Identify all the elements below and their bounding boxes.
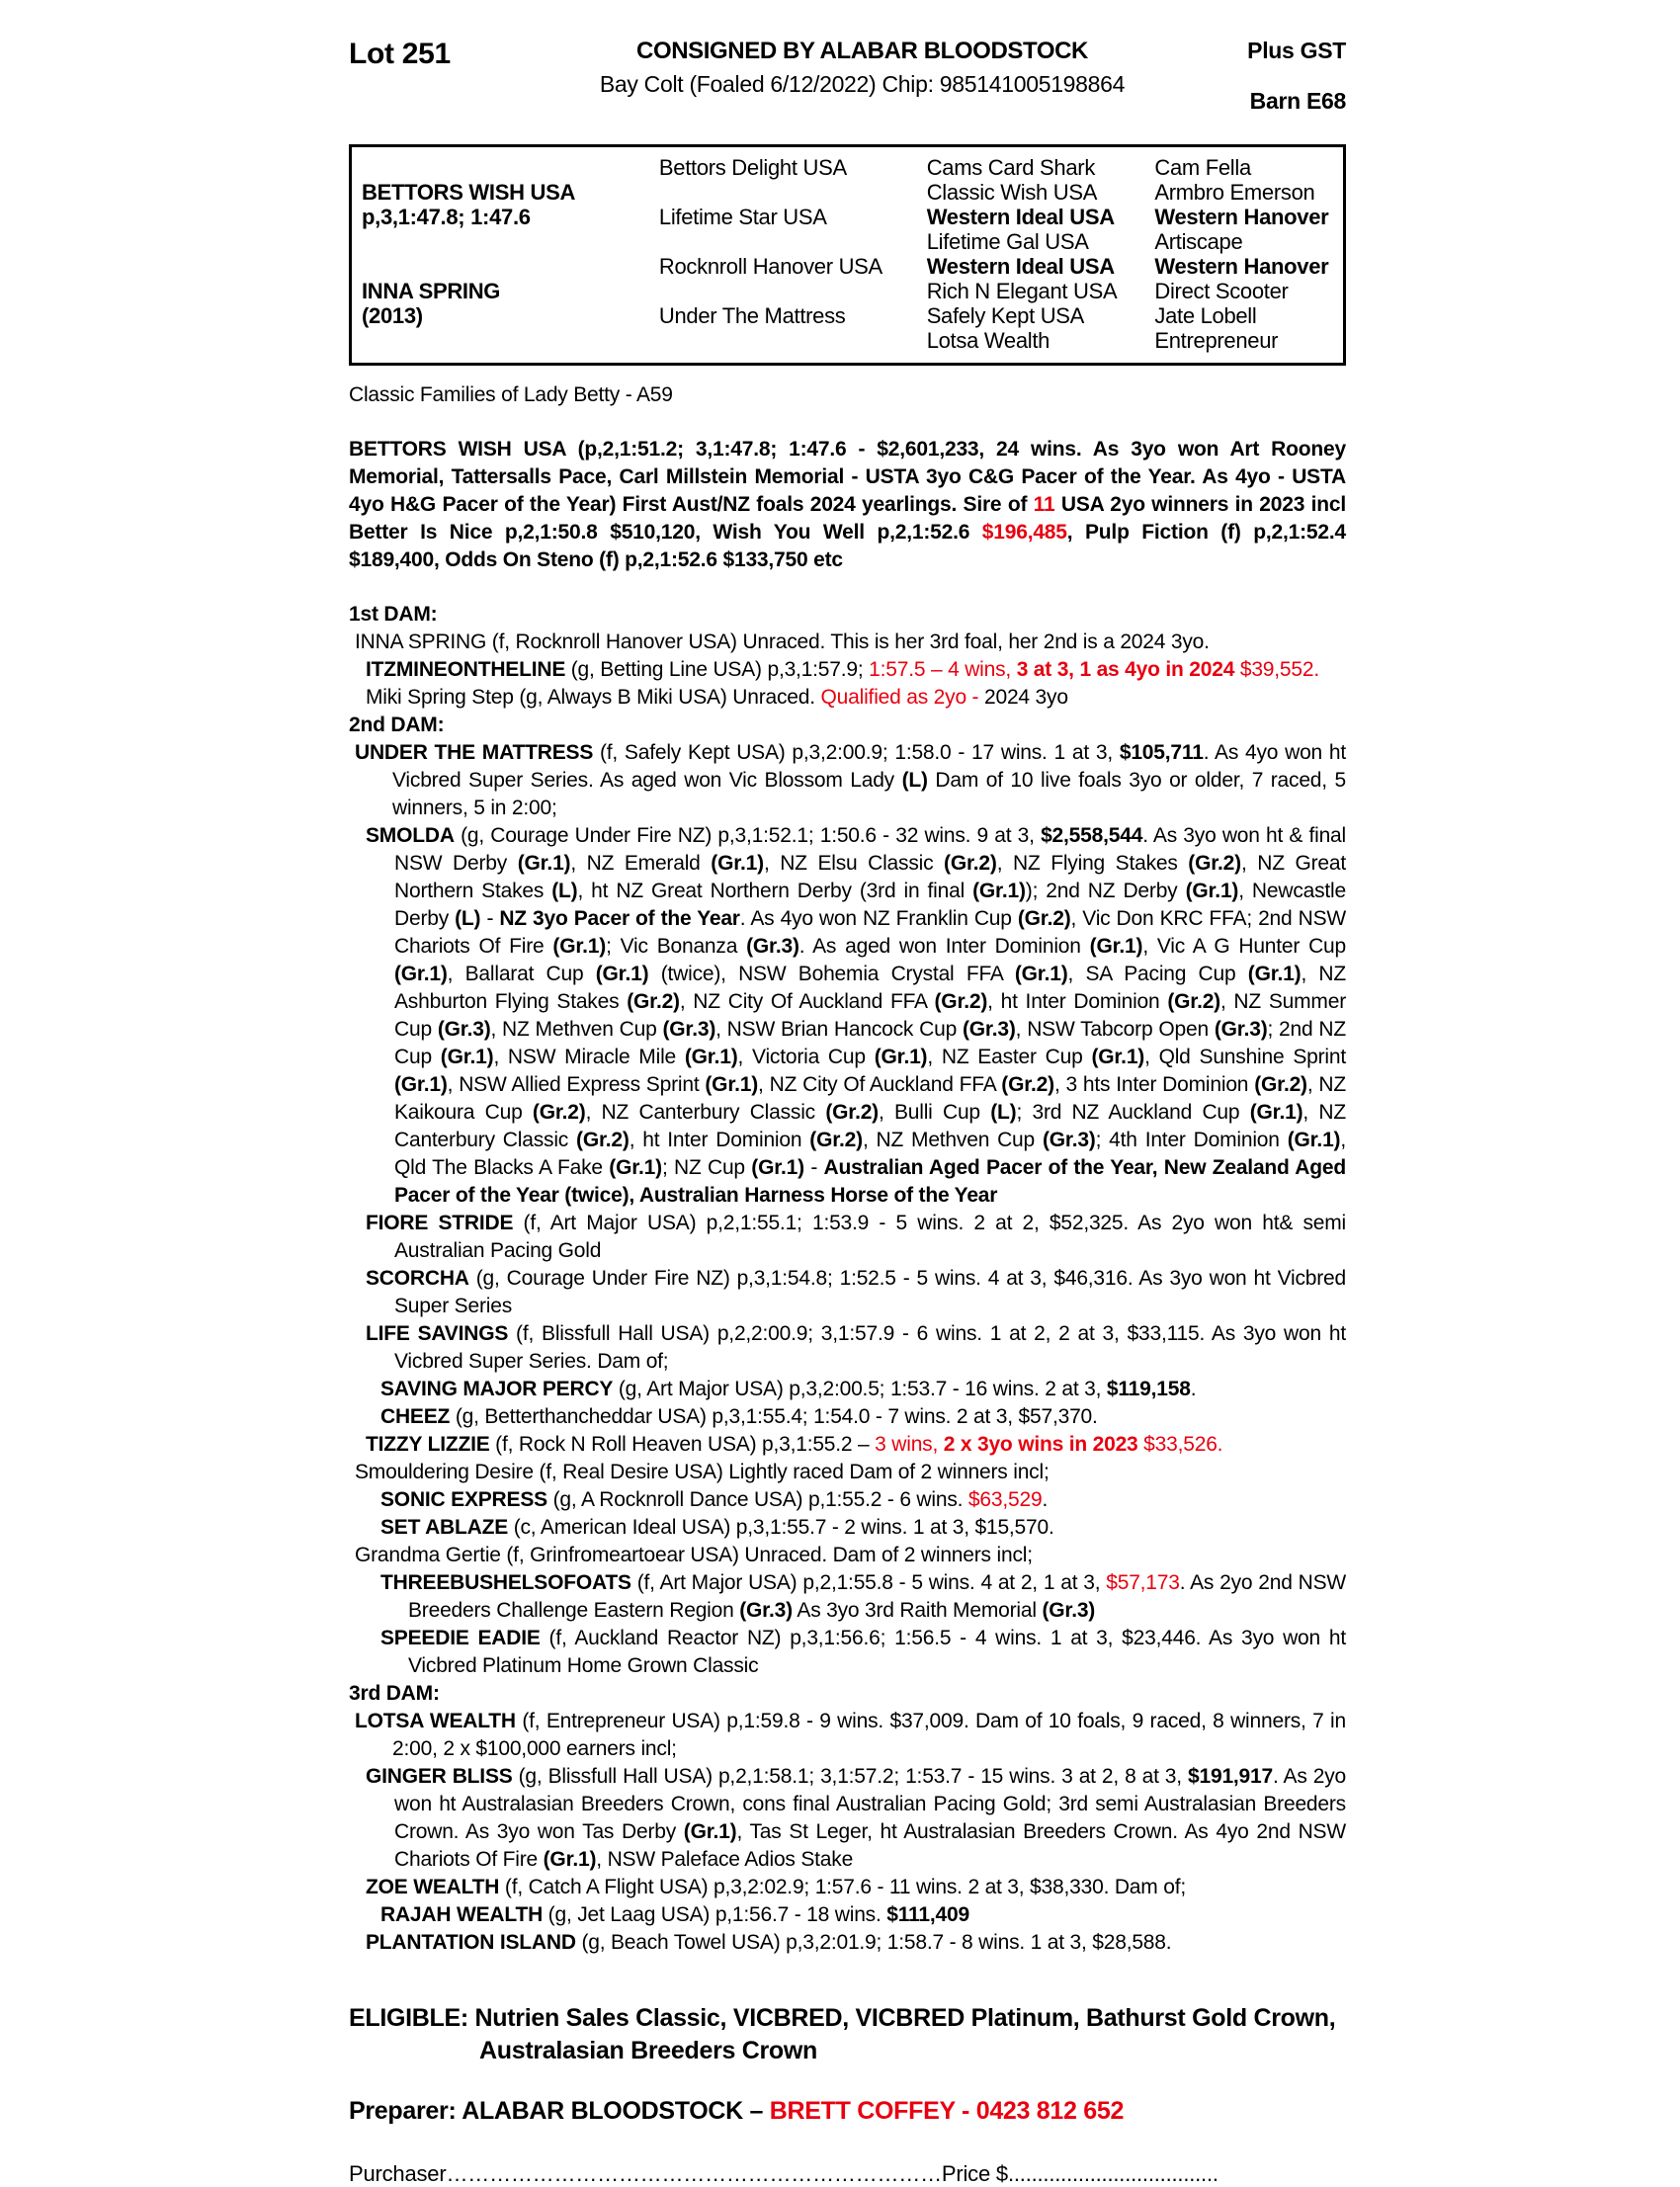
pedigree-cell: p,3,1:47.8; 1:47.6 <box>362 205 531 229</box>
pedigree-text: Classic Families of Lady Betty - A59 BETT… <box>349 381 1346 1957</box>
pedigree-cell: BETTORS WISH USA <box>362 180 576 205</box>
pedigree-paragraph: GINGER BLISS (g, Blissfull Hall USA) p,2… <box>366 1765 1346 1871</box>
pedigree-paragraph: FIORE STRIDE (f, Art Major USA) p,2,1:55… <box>366 1212 1346 1262</box>
pedigree-cell: Western Ideal USA <box>926 205 1115 229</box>
pedigree-cell: Armbro Emerson <box>1154 180 1315 205</box>
pedigree-paragraph: Grandma Gertie (f, Grinfromeartoear USA)… <box>355 1544 1033 1566</box>
consignor-title: CONSIGNED BY ALABAR BLOODSTOCK <box>636 38 1088 64</box>
pedigree-cell: Western Hanover <box>1154 205 1329 229</box>
pedigree-paragraph: 2nd DAM: <box>349 714 445 736</box>
pedigree-cell: Direct Scooter <box>1154 279 1289 303</box>
pedigree-cell: Lifetime Gal USA <box>926 229 1089 254</box>
pedigree-paragraph: SPEEDIE EADIE (f, Auckland Reactor NZ) p… <box>380 1627 1346 1677</box>
pedigree-paragraph: RAJAH WEALTH (g, Jet Laag USA) p,1:56.7 … <box>380 1903 969 1926</box>
pedigree-cell: (2013) <box>362 303 423 328</box>
pedigree-cell: Safely Kept USA <box>926 303 1085 328</box>
pedigree-cell <box>649 180 917 205</box>
pedigree-paragraph: SMOLDA (g, Courage Under Fire NZ) p,3,1:… <box>366 824 1347 1207</box>
pedigree-paragraph: 3rd DAM: <box>349 1682 440 1705</box>
pedigree-cell: Under The Mattress <box>658 303 846 328</box>
pedigree-paragraph: SCORCHA (g, Courage Under Fire NZ) p,3,1… <box>366 1267 1346 1317</box>
plus-gst-label: Plus GST <box>1247 38 1346 63</box>
purchaser-price-line: Purchaser……………………………………………………………Price $.… <box>349 2161 1346 2187</box>
pedigree-paragraph: PLANTATION ISLAND (g, Beach Towel USA) p… <box>366 1931 1172 1954</box>
preparer-paragraph: Preparer: ALABAR BLOODSTOCK – BRETT COFF… <box>349 2097 1125 2125</box>
lot-number: Lot 251 <box>349 38 451 70</box>
pedigree-cell: Western Hanover <box>1154 254 1329 279</box>
pedigree-cell: Cams Card Shark <box>926 155 1096 180</box>
pedigree-cell: INNA SPRING <box>362 279 501 303</box>
pedigree-paragraph: BETTORS WISH USA (p,2,1:51.2; 3,1:47.8; … <box>349 438 1346 571</box>
pedigree-paragraph: SAVING MAJOR PERCY (g, Art Major USA) p,… <box>380 1378 1197 1400</box>
header-right: Plus GST Barn E68 <box>1188 38 1346 115</box>
pedigree-cell: Rich N Elegant USA <box>926 279 1118 303</box>
header-center: CONSIGNED BY ALABAR BLOODSTOCK Bay Colt … <box>537 38 1188 98</box>
pedigree-paragraph: ITZMINEONTHELINE (g, Betting Line USA) p… <box>366 658 1319 681</box>
pedigree-paragraph: TIZZY LIZZIE (f, Rock N Roll Heaven USA)… <box>366 1433 1223 1456</box>
pedigree-cell: Lotsa Wealth <box>926 328 1050 353</box>
pedigree-paragraph: 1st DAM: <box>349 603 438 626</box>
pedigree-paragraph: LOTSA WEALTH (f, Entrepreneur USA) p,1:5… <box>355 1710 1346 1760</box>
pedigree-cell <box>352 254 649 279</box>
page-header: Lot 251 CONSIGNED BY ALABAR BLOODSTOCK B… <box>349 38 1346 115</box>
pedigree-cell: Bettors Delight USA <box>658 155 847 180</box>
pedigree-paragraph: SET ABLAZE (c, American Ideal USA) p,3,1… <box>380 1516 1054 1539</box>
pedigree-cell <box>352 229 649 254</box>
foaling-chip-info: Bay Colt (Foaled 6/12/2022) Chip: 985141… <box>599 71 1126 97</box>
pedigree-cell <box>352 155 649 180</box>
pedigree-cell <box>649 229 917 254</box>
pedigree-cell: Western Ideal USA <box>926 254 1115 279</box>
pedigree-cell: Entrepreneur <box>1154 328 1279 353</box>
pedigree-table: Bettors Delight USA Cams Card Shark Cam Fe… <box>349 144 1346 366</box>
pedigree-paragraph: UNDER THE MATTRESS (f, Safely Kept USA) … <box>355 741 1346 819</box>
pedigree-paragraph: Classic Families of Lady Betty - A59 <box>349 383 673 406</box>
pedigree-paragraph: CHEEZ (g, Betterthancheddar USA) p,3,1:5… <box>380 1405 1098 1428</box>
barn-number: Barn E68 <box>1249 88 1347 114</box>
pedigree-paragraph: ZOE WEALTH (f, Catch A Flight USA) p,3,2… <box>366 1876 1186 1898</box>
pedigree-paragraph: Smouldering Desire (f, Real Desire USA) … <box>355 1461 1050 1483</box>
pedigree-cell: Cam Fella <box>1154 155 1251 180</box>
pedigree-cell: Lifetime Star USA <box>658 205 827 229</box>
eligible-paragraph: ELIGIBLE: Nutrien Sales Classic, VICBRED… <box>349 2004 1336 2064</box>
pedigree-paragraph: LIFE SAVINGS (f, Blissfull Hall USA) p,2… <box>366 1322 1346 1373</box>
pedigree-paragraph: INNA SPRING (f, Rocknroll Hanover USA) U… <box>355 631 1210 653</box>
pedigree-cell <box>352 328 649 353</box>
pedigree-paragraph: Miki Spring Step (g, Always B Miki USA) … <box>366 686 1068 709</box>
pedigree-cell <box>649 328 917 353</box>
pedigree-cell: Artiscape <box>1154 229 1243 254</box>
pedigree-paragraph: THREEBUSHELSOFOATS (f, Art Major USA) p,… <box>380 1571 1346 1622</box>
pedigree-cell: Classic Wish USA <box>926 180 1098 205</box>
pedigree-cell: Jate Lobell <box>1154 303 1257 328</box>
pedigree-cell: Rocknroll Hanover USA <box>658 254 882 279</box>
pedigree-cell <box>649 279 917 303</box>
pedigree-paragraph: SONIC EXPRESS (g, A Rocknroll Dance USA)… <box>380 1488 1049 1511</box>
